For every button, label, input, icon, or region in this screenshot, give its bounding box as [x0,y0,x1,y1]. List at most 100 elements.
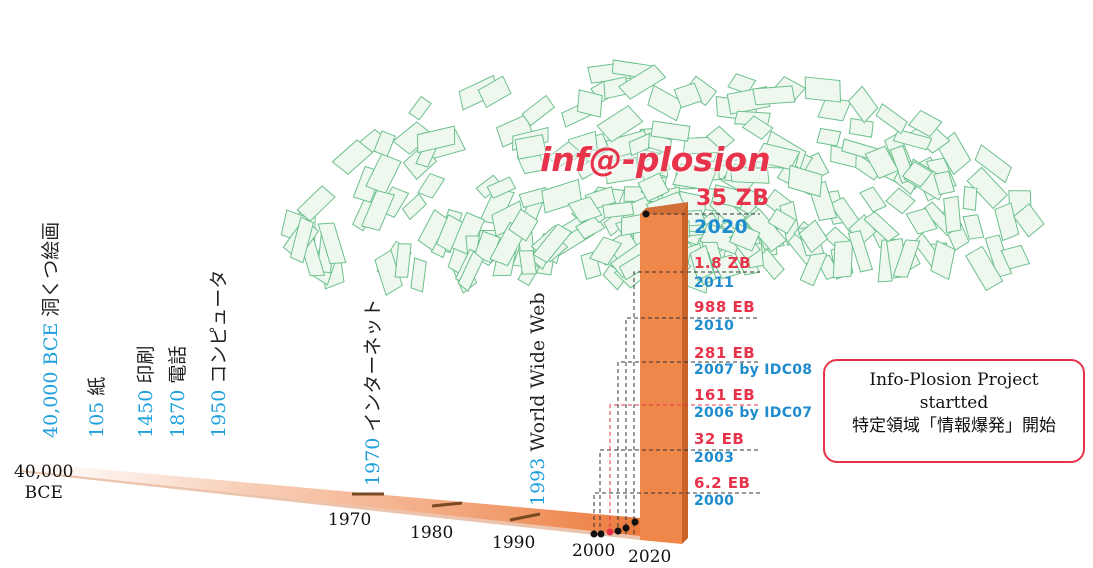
paper-sheet [965,245,1004,292]
timeline-band-bottom [20,470,640,540]
paper-sheet [637,172,670,203]
paper-sheet [905,207,938,235]
paper-sheet [885,187,916,215]
paper-sheet [832,240,854,279]
paper-sheet [435,213,463,253]
paper-sheet [966,166,1009,210]
timeline-label-cave-painting: 40,000 BCE 洞くつ絵画 [40,221,62,438]
paper-sheet [847,85,879,124]
axis-year-2000: 2000 [572,541,616,561]
infoplosion-logo: inf@-plosion [540,140,771,179]
paper-sheet [647,84,684,122]
paper-sheet [360,189,396,232]
paper-sheet [417,125,456,154]
data-bar-top [640,202,688,214]
paper-sheet [477,75,512,109]
timeline-label-telephone: 1870 電話 [167,345,189,438]
paper-sheet [289,216,315,264]
paper-sheet [804,76,842,103]
paper-sheet [296,185,336,222]
paper-sheet [575,148,618,181]
volume-year-2000: 2000 [694,493,735,509]
volume-amount-2003: 32 EB [694,430,745,448]
paper-sheet [567,196,603,223]
connector-2006 [609,404,760,534]
paper-sheet [541,178,583,214]
connector-2003 [599,449,760,534]
dashed-connectors [593,213,760,534]
paper-sheet [863,211,900,243]
paper-sheet [847,230,874,273]
paper-sheet [673,82,703,109]
paper-sheet [943,195,962,234]
paper-sheet [576,89,603,118]
timeline-label-internet: 1970 インターネット [362,298,384,486]
paper-sheet [933,170,956,196]
paper-sheet [705,125,735,151]
paper-sheet [401,193,427,221]
data-point-dot [614,527,622,535]
volume-year-2020: 2020 [694,216,749,238]
timeline-label-paper: 105 紙 [86,376,108,438]
data-bar-side [682,202,688,544]
paper-sheet [618,64,667,100]
paper-sheet [901,161,933,188]
volume-amount-2000: 6.2 EB [694,474,751,492]
volume-amount-2010: 988 EB [694,298,756,316]
timeline-label-printing: 1450 印刷 [135,345,157,438]
timeline-label-computer: 1950 コンピュータ [208,269,230,438]
paper-sheet [962,185,978,211]
axis-year-1990: 1990 [492,533,536,553]
paper-sheet [798,219,829,254]
paper-sheet [892,128,933,151]
timeline-band [20,462,640,536]
paper-sheet [317,222,347,265]
data-bar-front [640,214,682,544]
volume-amount-2007: 281 EB [694,344,756,362]
start-label-line1: 40,000 [14,462,74,482]
volume-year-2011: 2011 [694,275,735,291]
connector-2011 [633,271,760,534]
axis-year-1970: 1970 [328,510,372,530]
paper-sheet [767,208,797,235]
paper-sheet [650,120,691,142]
callout-line1: Info-Plosion Project [869,370,1039,390]
paper-sheet [672,163,718,191]
paper-sheet [727,73,757,95]
data-point-dot [642,210,650,218]
volume-amount-2011: 1.8 ZB [694,254,752,272]
paper-sheet [974,144,1013,184]
project-callout: Info-Plosion Project startted 特定領域「情報爆発」… [823,359,1085,463]
paper-sheet [741,115,774,140]
paper-sheet [711,254,742,280]
callout-line2: startted [919,393,989,413]
timeline-label-www: 1993 World Wide Web [527,292,549,506]
paper-sheet [864,145,900,179]
paper-sheet [728,222,761,252]
paper-sheet [514,134,547,160]
paper-sheet [602,201,635,219]
callout-line3: 特定領域「情報爆発」開始 [852,416,1056,436]
volume-amount-2006: 161 EB [694,386,756,404]
paper-sheet [486,176,517,199]
volume-year-2007: 2007 by IDC08 [694,362,813,378]
paper-sheet [711,184,746,209]
paper-sheet [787,164,823,198]
start-label-bce: 40,000 BCE [14,462,73,504]
paper-sheet [373,130,396,157]
data-point-dot [631,518,639,526]
paper-sheet [532,223,573,264]
paper-sheet [892,239,921,278]
volume-year-2006: 2006 by IDC07 [694,405,813,421]
start-label-line2: BCE [24,483,63,503]
paper-sheet [518,250,537,275]
paper-sheet [962,214,985,240]
data-point-dot [590,530,598,538]
tick-1990 [509,512,541,522]
data-point-dot [606,528,614,536]
paper-sheet [331,139,374,175]
paper-sheet [753,142,801,171]
paper-sheet [752,85,796,106]
paper-sheet [930,240,956,281]
